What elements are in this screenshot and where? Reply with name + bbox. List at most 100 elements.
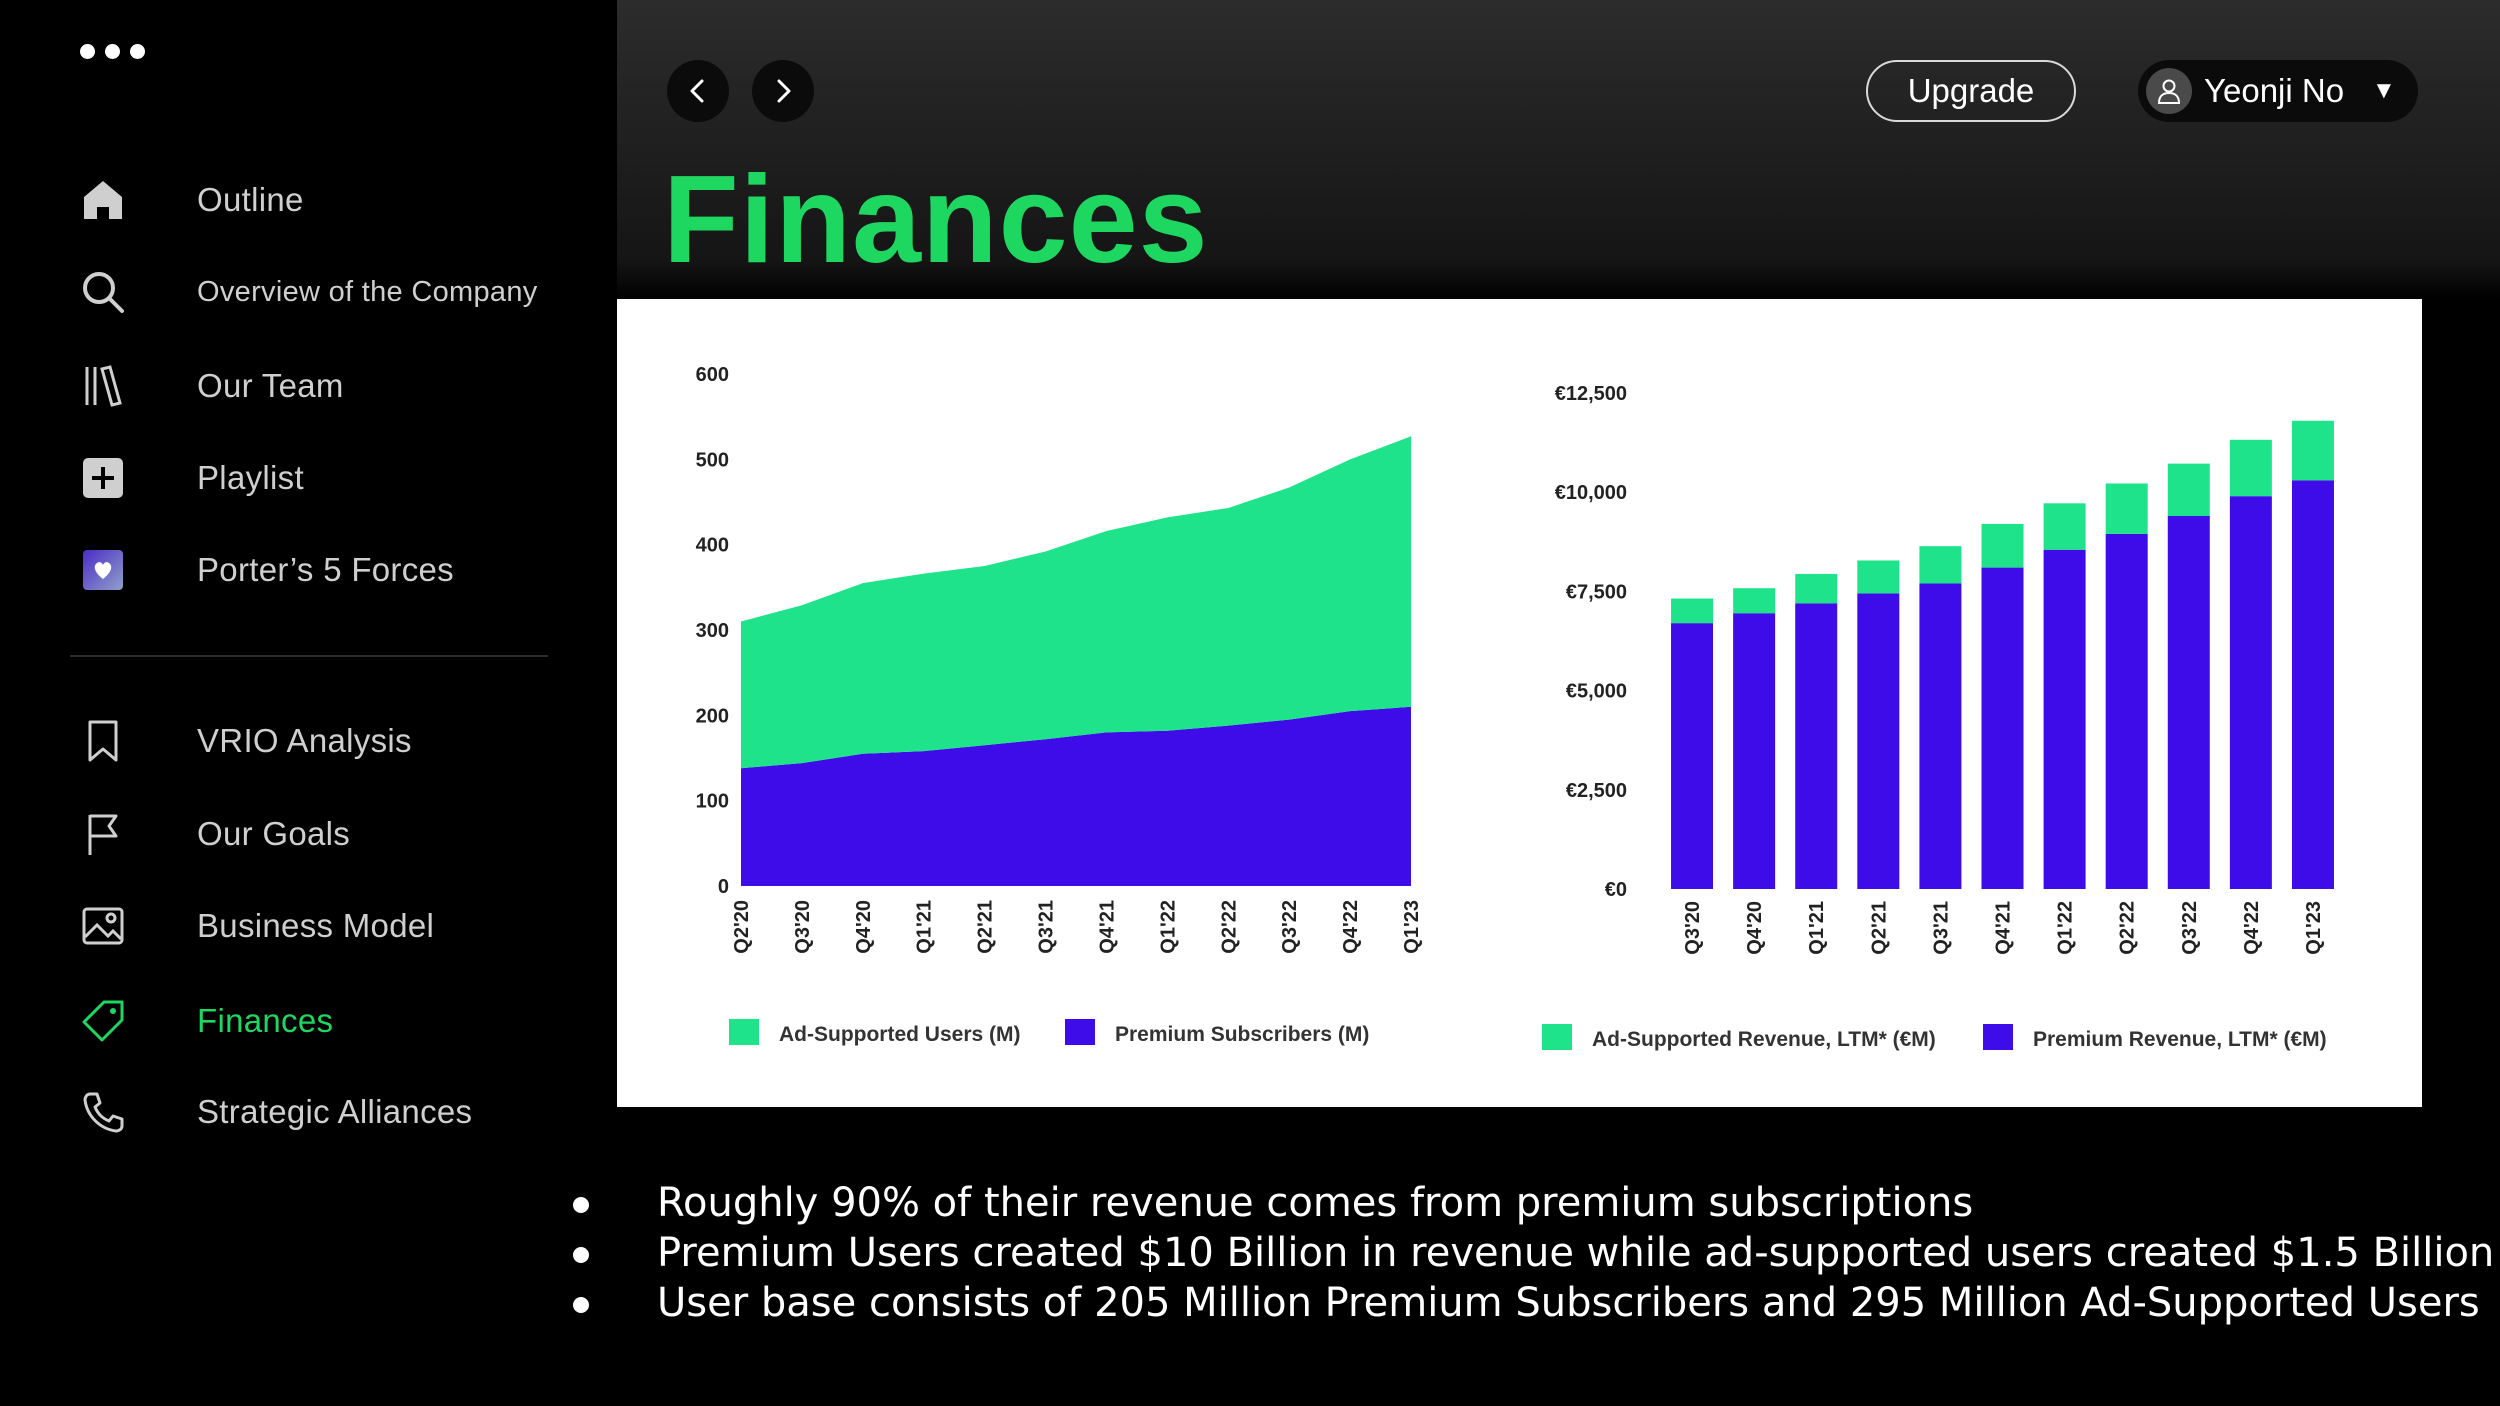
back-button[interactable] (667, 60, 729, 122)
x-tick-label: Q1'21 (1806, 901, 1828, 955)
y-tick-label: 200 (696, 705, 729, 727)
sidebar-item-our-goals[interactable]: Our Goals (0, 802, 617, 866)
bar-ad-supported-revenue (1671, 598, 1714, 624)
x-tick-label: Q3'21 (1036, 900, 1058, 954)
sidebar-item-label: Porter’s 5 Forces (197, 551, 454, 588)
bullet-item: User base consists of 205 Million Premiu… (565, 1278, 2500, 1328)
sidebar-item-finances[interactable]: Finances (0, 989, 617, 1053)
more-options-icon[interactable] (80, 44, 145, 59)
x-tick-label: Q4'20 (853, 900, 875, 954)
forward-button[interactable] (752, 60, 814, 122)
upgrade-button[interactable]: Upgrade (1866, 60, 2076, 122)
legend-label: Premium Subscribers (M) (1115, 1023, 1369, 1046)
bar-ad-supported-revenue (2229, 439, 2272, 497)
area-ad-supported-users (741, 436, 1411, 769)
x-tick-label: Q2'22 (2117, 901, 2139, 955)
sidebar-item-label: Finances (197, 1002, 334, 1039)
x-tick-label: Q3'20 (1682, 901, 1704, 955)
bar-premium-revenue (2229, 496, 2272, 889)
sidebar-item-overview[interactable]: Overview of the Company (0, 260, 617, 324)
x-tick-label: Q4'21 (1993, 901, 2015, 955)
y-tick-label: €5,000 (1566, 681, 1627, 703)
chart-panel: 0 100 200 300 400 500 600 Q2'20 Q3'20 Q4'20 Q1'21 Q… (617, 299, 2422, 1107)
summary-bullets: Roughly 90% of their revenue comes from … (565, 1178, 2500, 1328)
legend-label: Ad-Supported Users (M) (779, 1023, 1021, 1046)
bar-premium-revenue (1981, 567, 2024, 889)
bar-premium-revenue (2167, 516, 2210, 889)
x-tick-label: Q2'21 (1868, 901, 1890, 955)
bookmark-icon (78, 716, 128, 766)
sidebar-item-label: Strategic Alliances (197, 1093, 473, 1130)
area-premium-subscribers (741, 706, 1411, 886)
bullet-item: Premium Users created $10 Billion in rev… (565, 1228, 2500, 1278)
caret-down-icon: ▼ (2372, 77, 2396, 104)
sidebar-item-business-model[interactable]: Business Model (0, 894, 617, 958)
bar-premium-revenue (1671, 623, 1714, 889)
user-menu[interactable]: Yeonji No ▼ (2138, 60, 2418, 122)
legend-swatch-premium (1065, 1019, 1095, 1045)
y-tick-label: 100 (696, 791, 729, 813)
x-tick-label: Q4'20 (1744, 901, 1766, 955)
y-tick-label: 400 (696, 535, 729, 557)
x-tick-label: Q2'22 (1218, 900, 1240, 954)
x-tick-label: Q1'22 (2055, 901, 2077, 955)
legend-swatch-premium-revenue (1983, 1024, 2013, 1050)
chevron-left-icon (690, 79, 704, 103)
bar-ad-supported-revenue (1919, 546, 1962, 584)
sidebar-item-label: Outline (197, 181, 304, 218)
sidebar-item-strategic-alliances[interactable]: Strategic Alliances (0, 1080, 617, 1144)
x-tick-label: Q3'22 (2179, 901, 2201, 955)
x-tick-label: Q1'23 (2303, 901, 2325, 955)
x-tick-label: Q2'20 (731, 900, 753, 954)
sidebar-item-label: VRIO Analysis (197, 722, 412, 759)
chevron-right-icon (777, 79, 791, 103)
y-tick-label: 600 (696, 364, 729, 386)
bar-ad-supported-revenue (1733, 588, 1776, 614)
sidebar-item-label: Our Goals (197, 815, 351, 852)
bar-premium-revenue (1919, 583, 1962, 889)
sidebar-divider (70, 655, 548, 657)
y-tick-label: €0 (1605, 879, 1627, 901)
bar-premium-revenue (2043, 549, 2086, 889)
bar-ad-supported-revenue (1981, 523, 2024, 568)
x-tick-label: Q3'21 (1930, 901, 1952, 955)
x-tick-label: Q2'21 (975, 900, 997, 954)
legend-swatch-ad-supported (729, 1019, 759, 1045)
y-tick-label: 500 (696, 449, 729, 471)
home-icon (78, 175, 128, 225)
sidebar-item-our-team[interactable]: Our Team (0, 354, 617, 418)
sidebar-item-vrio-analysis[interactable]: VRIO Analysis (0, 709, 617, 773)
bar-ad-supported-revenue (2167, 463, 2210, 517)
sidebar-item-label: Overview of the Company (197, 275, 538, 308)
user-name: Yeonji No (2204, 72, 2345, 109)
finance-charts: 0 100 200 300 400 500 600 Q2'20 Q3'20 Q4'20 Q1'21 Q… (696, 364, 2334, 1051)
bar-premium-revenue (1857, 593, 1900, 889)
search-icon (78, 267, 128, 317)
tag-icon (78, 996, 128, 1046)
bar-premium-revenue (2291, 480, 2334, 889)
bar-premium-revenue (2105, 533, 2148, 889)
y-tick-label: €10,000 (1555, 482, 1627, 504)
bar-ad-supported-revenue (1795, 573, 1838, 604)
x-tick-label: Q4'22 (2241, 901, 2263, 955)
main-content: Upgrade Yeonji No ▼ Finances 0 100 200 300 4… (617, 0, 2500, 1406)
bullet-item: Roughly 90% of their revenue comes from … (565, 1178, 2500, 1228)
legend-label: Premium Revenue, LTM* (€M) (2033, 1028, 2327, 1051)
bar-premium-revenue (1733, 613, 1776, 889)
sidebar-item-porters-5-forces[interactable]: Porter’s 5 Forces (0, 538, 617, 602)
bar-ad-supported-revenue (2105, 483, 2148, 534)
y-tick-label: €7,500 (1566, 581, 1627, 603)
y-tick-label: €12,500 (1555, 383, 1627, 405)
sidebar-item-playlist[interactable]: Playlist (0, 446, 617, 510)
bar-premium-revenue (1795, 603, 1838, 889)
bar-ad-supported-revenue (2291, 420, 2334, 481)
y-tick-label: 300 (696, 620, 729, 642)
legend-label: Ad-Supported Revenue, LTM* (€M) (1592, 1028, 1936, 1051)
x-tick-label: Q4'21 (1096, 900, 1118, 954)
y-tick-label: €2,500 (1566, 780, 1627, 802)
sidebar-item-label: Our Team (197, 367, 344, 404)
sidebar-item-outline[interactable]: Outline (0, 168, 617, 232)
bar-ad-supported-revenue (2043, 503, 2086, 550)
page-title: Finances (663, 151, 1209, 289)
x-tick-label: Q1'21 (914, 900, 936, 954)
